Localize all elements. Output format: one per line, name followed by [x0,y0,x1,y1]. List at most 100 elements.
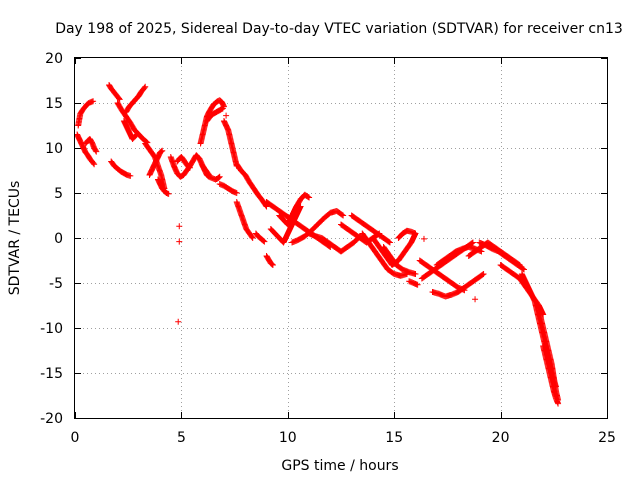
y-tick-label: -5 [49,276,63,292]
data-point [306,194,313,201]
series-seg1 [75,98,97,129]
data-point [472,296,479,303]
series-seg19 [216,181,240,196]
data-point [133,131,140,138]
data-point [469,239,476,246]
data-point [90,98,97,105]
series-seg25 [276,191,313,228]
data-point [420,235,427,242]
data-point [115,95,122,102]
data-point [520,265,527,272]
data-point [116,96,123,103]
data-point [176,223,183,230]
chart-title: Day 198 of 2025, Sidereal Day-to-day VTE… [55,21,623,37]
data-point [127,172,134,179]
series-seg2 [74,131,98,168]
series-seg4 [106,82,123,103]
data-point [186,164,193,171]
y-tick-label: -15 [40,366,63,382]
data-point [412,230,419,237]
data-point [555,400,562,407]
series-seg22 [263,253,276,268]
data-point [412,271,419,277]
data-point [269,261,276,268]
data-point [133,132,140,139]
data-point [386,238,393,245]
y-tick-label: 5 [54,186,63,202]
y-tick-label: 20 [45,51,63,67]
data-point [305,193,312,200]
x-axis-label: GPS time / hours [281,458,398,474]
series-seg33 [395,227,419,241]
data-point [216,173,223,180]
data-point [93,148,100,155]
data-point [215,175,222,181]
y-tick-label: 10 [45,141,63,157]
series-seg11 [154,176,172,197]
data-point [92,147,99,154]
data-points [74,82,562,407]
data-point [215,174,222,181]
series-seg20 [233,199,256,241]
data-point [186,164,193,171]
data-point [233,190,240,196]
x-tick-label: 5 [177,430,186,446]
series-seg43 [535,307,562,403]
data-point [479,271,486,278]
y-tick-labels: -20 -15 -10 -5 0 5 10 15 20 [40,51,63,427]
series-seg3 [82,136,100,155]
data-point [223,112,230,119]
data-point [176,238,183,245]
series-seg29 [348,212,393,246]
grid [75,58,607,418]
data-point [91,161,98,168]
series-seg18 [233,161,270,210]
series-seg24 [267,203,304,246]
y-tick-label: -20 [40,411,63,427]
data-point [259,237,266,244]
series-seg34 [406,278,421,288]
data-point [260,238,267,244]
data-point [219,105,226,112]
y-axis-label: SDTVAR / TECUs [7,181,23,296]
series-seg30 [359,230,410,279]
data-point [268,260,275,267]
data-point [157,148,164,155]
series-seg5 [108,158,134,179]
y-tick-label: 15 [45,96,63,112]
data-point [159,147,166,154]
series-seg32 [380,244,419,277]
data-point [249,235,256,241]
series-seg15 [203,105,226,124]
data-point [141,84,148,91]
series-seg7 [123,83,149,115]
series-seg8 [120,118,140,142]
data-point [185,163,192,170]
data-point [249,234,256,241]
series-seg40 [476,239,528,273]
series-seg10 [146,147,166,178]
x-tick-label: 0 [71,430,80,446]
x-tick-label: 25 [598,430,616,446]
data-point [521,266,528,273]
data-point [340,212,347,219]
series-seg44 [540,343,562,407]
data-point [175,318,182,325]
data-point [386,239,393,246]
data-point [339,211,346,218]
data-point [261,238,268,245]
series-seg37 [429,271,487,300]
data-point [142,83,149,90]
x-tick-label: 15 [385,430,403,446]
series-seg13 [174,154,193,171]
series-outliers [175,112,479,325]
series-seg21 [252,230,268,245]
x-tick-labels: 0 5 10 15 20 25 [71,430,616,446]
plot-frame [74,57,608,419]
data-point [480,271,487,277]
x-tick-label: 20 [492,430,510,446]
data-point [269,262,276,268]
series-seg16 [199,163,223,183]
data-point [414,281,421,288]
